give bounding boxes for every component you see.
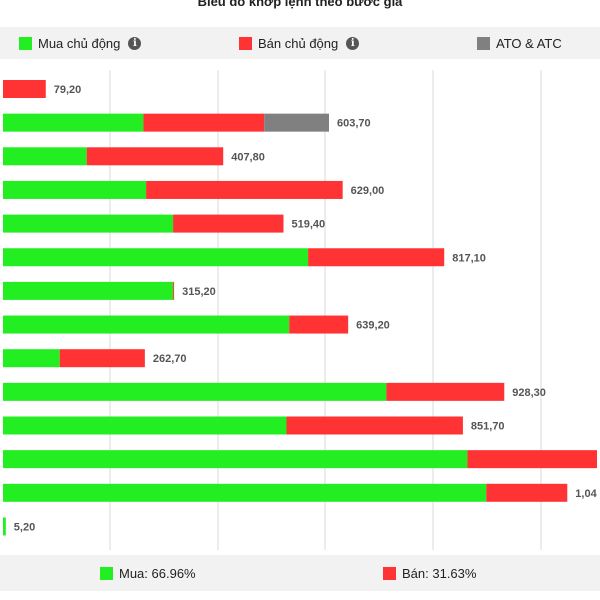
summary-sell-label: Bán: 31.63% (402, 566, 477, 581)
bar-segment-buy[interactable] (3, 248, 309, 267)
legend-swatch-sell (239, 36, 252, 50)
summary-buy-label: Mua: 66.96% (119, 566, 196, 581)
info-icon[interactable]: i (128, 36, 142, 50)
bar-value-label: 262,70 (153, 353, 187, 365)
bar-segment-buy[interactable] (3, 382, 387, 401)
legend-label-ato-atc: ATO & ATC (496, 35, 562, 51)
legend-label-sell: Bán chủ động (258, 35, 339, 51)
bar-segment-buy[interactable] (3, 214, 174, 233)
bar-segment-buy[interactable] (3, 147, 87, 166)
bar-segment-sell[interactable] (386, 382, 505, 401)
summary-sell: Bán: 31.63% (383, 566, 476, 581)
bar-segment-buy[interactable] (3, 113, 144, 132)
legend-label-buy: Mua chủ động (38, 35, 121, 51)
bar-value-label: 407,80 (231, 151, 265, 163)
chart-title: Biểu đồ khớp lệnh theo bước giá (197, 0, 403, 9)
bar-segment-sell[interactable] (467, 450, 597, 469)
bar-segment-buy[interactable] (3, 517, 6, 536)
bar-segment-sell[interactable] (143, 113, 265, 132)
bar-segment-ato-atc[interactable] (264, 113, 329, 132)
bar-value-label: 851,70 (471, 421, 505, 433)
bar-segment-sell[interactable] (308, 248, 445, 267)
bar-segment-buy[interactable] (3, 315, 290, 334)
legend-item-buy[interactable]: Mua chủ động i (19, 35, 142, 51)
bar-segment-buy[interactable] (3, 450, 468, 469)
bar-segment-sell[interactable] (173, 281, 175, 300)
bar-chart: 79,20 603,70 407,80 629,00 519,40 817,10 315,2… (3, 70, 598, 550)
bar-value-label: 603,70 (337, 118, 371, 130)
bar-value-label: 629,00 (351, 185, 385, 197)
bar-segment-buy[interactable] (3, 416, 287, 435)
bar-segment-sell[interactable] (173, 214, 284, 233)
legend-swatch-buy (19, 36, 32, 50)
bar-segment-sell[interactable] (3, 80, 46, 98)
bar-segment-sell[interactable] (286, 416, 463, 435)
legend-item-ato-atc[interactable]: ATO & ATC (477, 36, 562, 51)
legend-swatch-ato-atc (477, 36, 490, 50)
summary-swatch-buy (100, 567, 113, 580)
bar-value-label: 5,20 (14, 521, 35, 533)
bar-segment-buy[interactable] (3, 281, 174, 300)
bar-segment-buy[interactable] (3, 180, 147, 199)
summary-legend: Mua: 66.96% Bán: 31.63% (0, 555, 600, 591)
bar-value-label: 1,04 (575, 488, 597, 500)
bar-segment-sell[interactable] (289, 315, 349, 334)
bar-value-label: 519,40 (291, 219, 325, 231)
bar-segment-sell[interactable] (59, 349, 145, 368)
summary-buy: Mua: 66.96% (100, 566, 196, 581)
bar-segment-sell[interactable] (86, 147, 224, 166)
summary-swatch-sell (383, 567, 396, 580)
legend-top: Mua chủ động i Bán chủ động i ATO & ATC (0, 27, 600, 59)
info-icon[interactable]: i (346, 36, 360, 50)
bar-value-label: 928,30 (512, 387, 546, 399)
bar-segment-sell[interactable] (486, 483, 568, 502)
legend-item-sell[interactable]: Bán chủ động i (239, 35, 360, 51)
bar-value-label: 639,20 (356, 320, 390, 332)
bar-segment-buy[interactable] (3, 483, 487, 502)
bar-value-label: 79,20 (54, 84, 82, 96)
bar-segment-buy[interactable] (3, 349, 60, 368)
bar-segment-sell[interactable] (146, 180, 343, 199)
bar-value-label: 817,10 (452, 252, 486, 264)
bar-value-label: 315,20 (182, 286, 216, 298)
